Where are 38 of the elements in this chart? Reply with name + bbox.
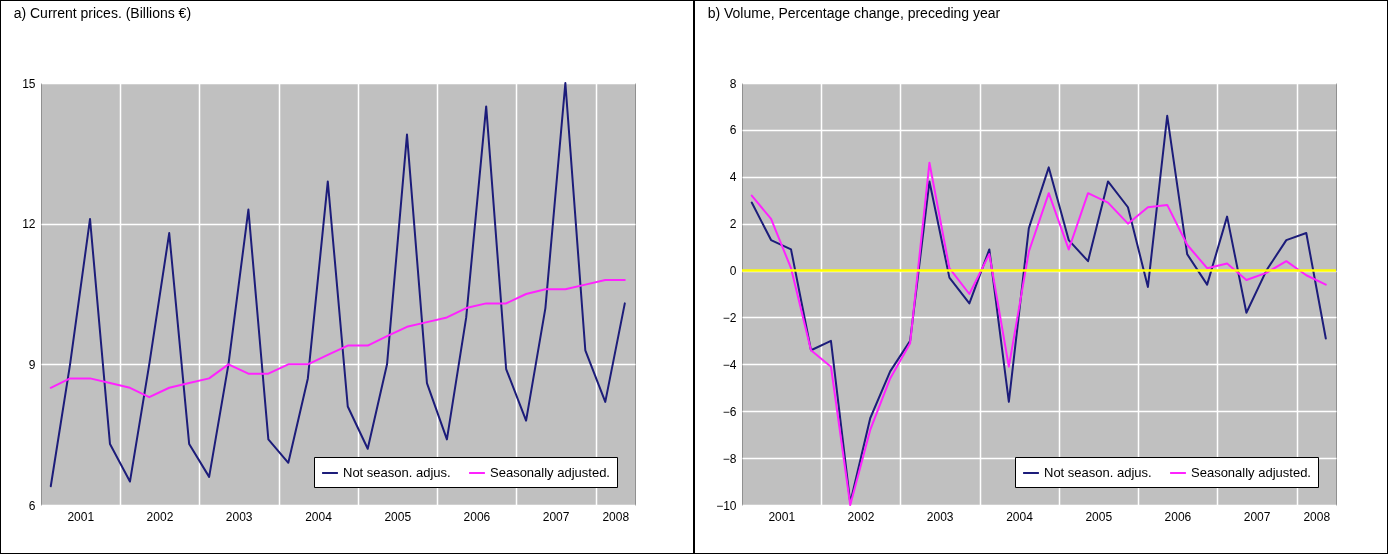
x-tick-label: 2006 (463, 509, 491, 524)
x-tick-label: 2004 (1006, 509, 1034, 524)
x-tick-label: 2008 (1303, 509, 1331, 524)
y-tick-label: −4 (722, 357, 737, 372)
y-tick-label: −6 (722, 404, 737, 419)
y-tick-label: 15 (22, 76, 36, 91)
legend-label: Seasonally adjusted. (490, 465, 610, 480)
x-tick-label: 2004 (305, 509, 333, 524)
x-tick-label: 2008 (602, 509, 630, 524)
legend-label: Not season. adjus. (1044, 465, 1152, 480)
y-tick-label: 8 (729, 76, 737, 91)
y-tick-label: −2 (722, 310, 737, 325)
x-tick-label: 2007 (1243, 509, 1271, 524)
x-tick-label: 2005 (384, 509, 412, 524)
y-tick-label: 0 (729, 264, 737, 279)
y-tick-label: −10 (716, 498, 737, 513)
y-tick-label: 12 (22, 217, 36, 232)
chart-title: a) Current prices. (Billions €) (13, 5, 192, 21)
x-tick-label: 2003 (225, 509, 253, 524)
y-tick-label: 9 (28, 357, 36, 372)
x-tick-label: 2003 (926, 509, 954, 524)
line-series (49, 278, 626, 399)
y-tick-label: 6 (28, 498, 36, 513)
x-tick-label: 2002 (847, 509, 875, 524)
y-tick-label: 4 (729, 170, 737, 185)
line-series (49, 82, 626, 488)
x-tick-label: 2006 (1164, 509, 1192, 524)
x-tick-label: 2002 (146, 509, 174, 524)
y-tick-label: −8 (722, 451, 737, 466)
y-tick-label: 2 (729, 217, 737, 232)
legend-label: Seasonally adjusted. (1191, 465, 1311, 480)
chart-title: b) Volume, Percentage change, preceding year (707, 5, 1001, 21)
legend-label: Not season. adjus. (343, 465, 451, 480)
y-tick-label: 6 (729, 123, 737, 138)
x-tick-label: 2007 (542, 509, 570, 524)
x-tick-label: 2005 (1085, 509, 1113, 524)
x-tick-label: 2001 (768, 509, 796, 524)
x-tick-label: 2001 (67, 509, 95, 524)
